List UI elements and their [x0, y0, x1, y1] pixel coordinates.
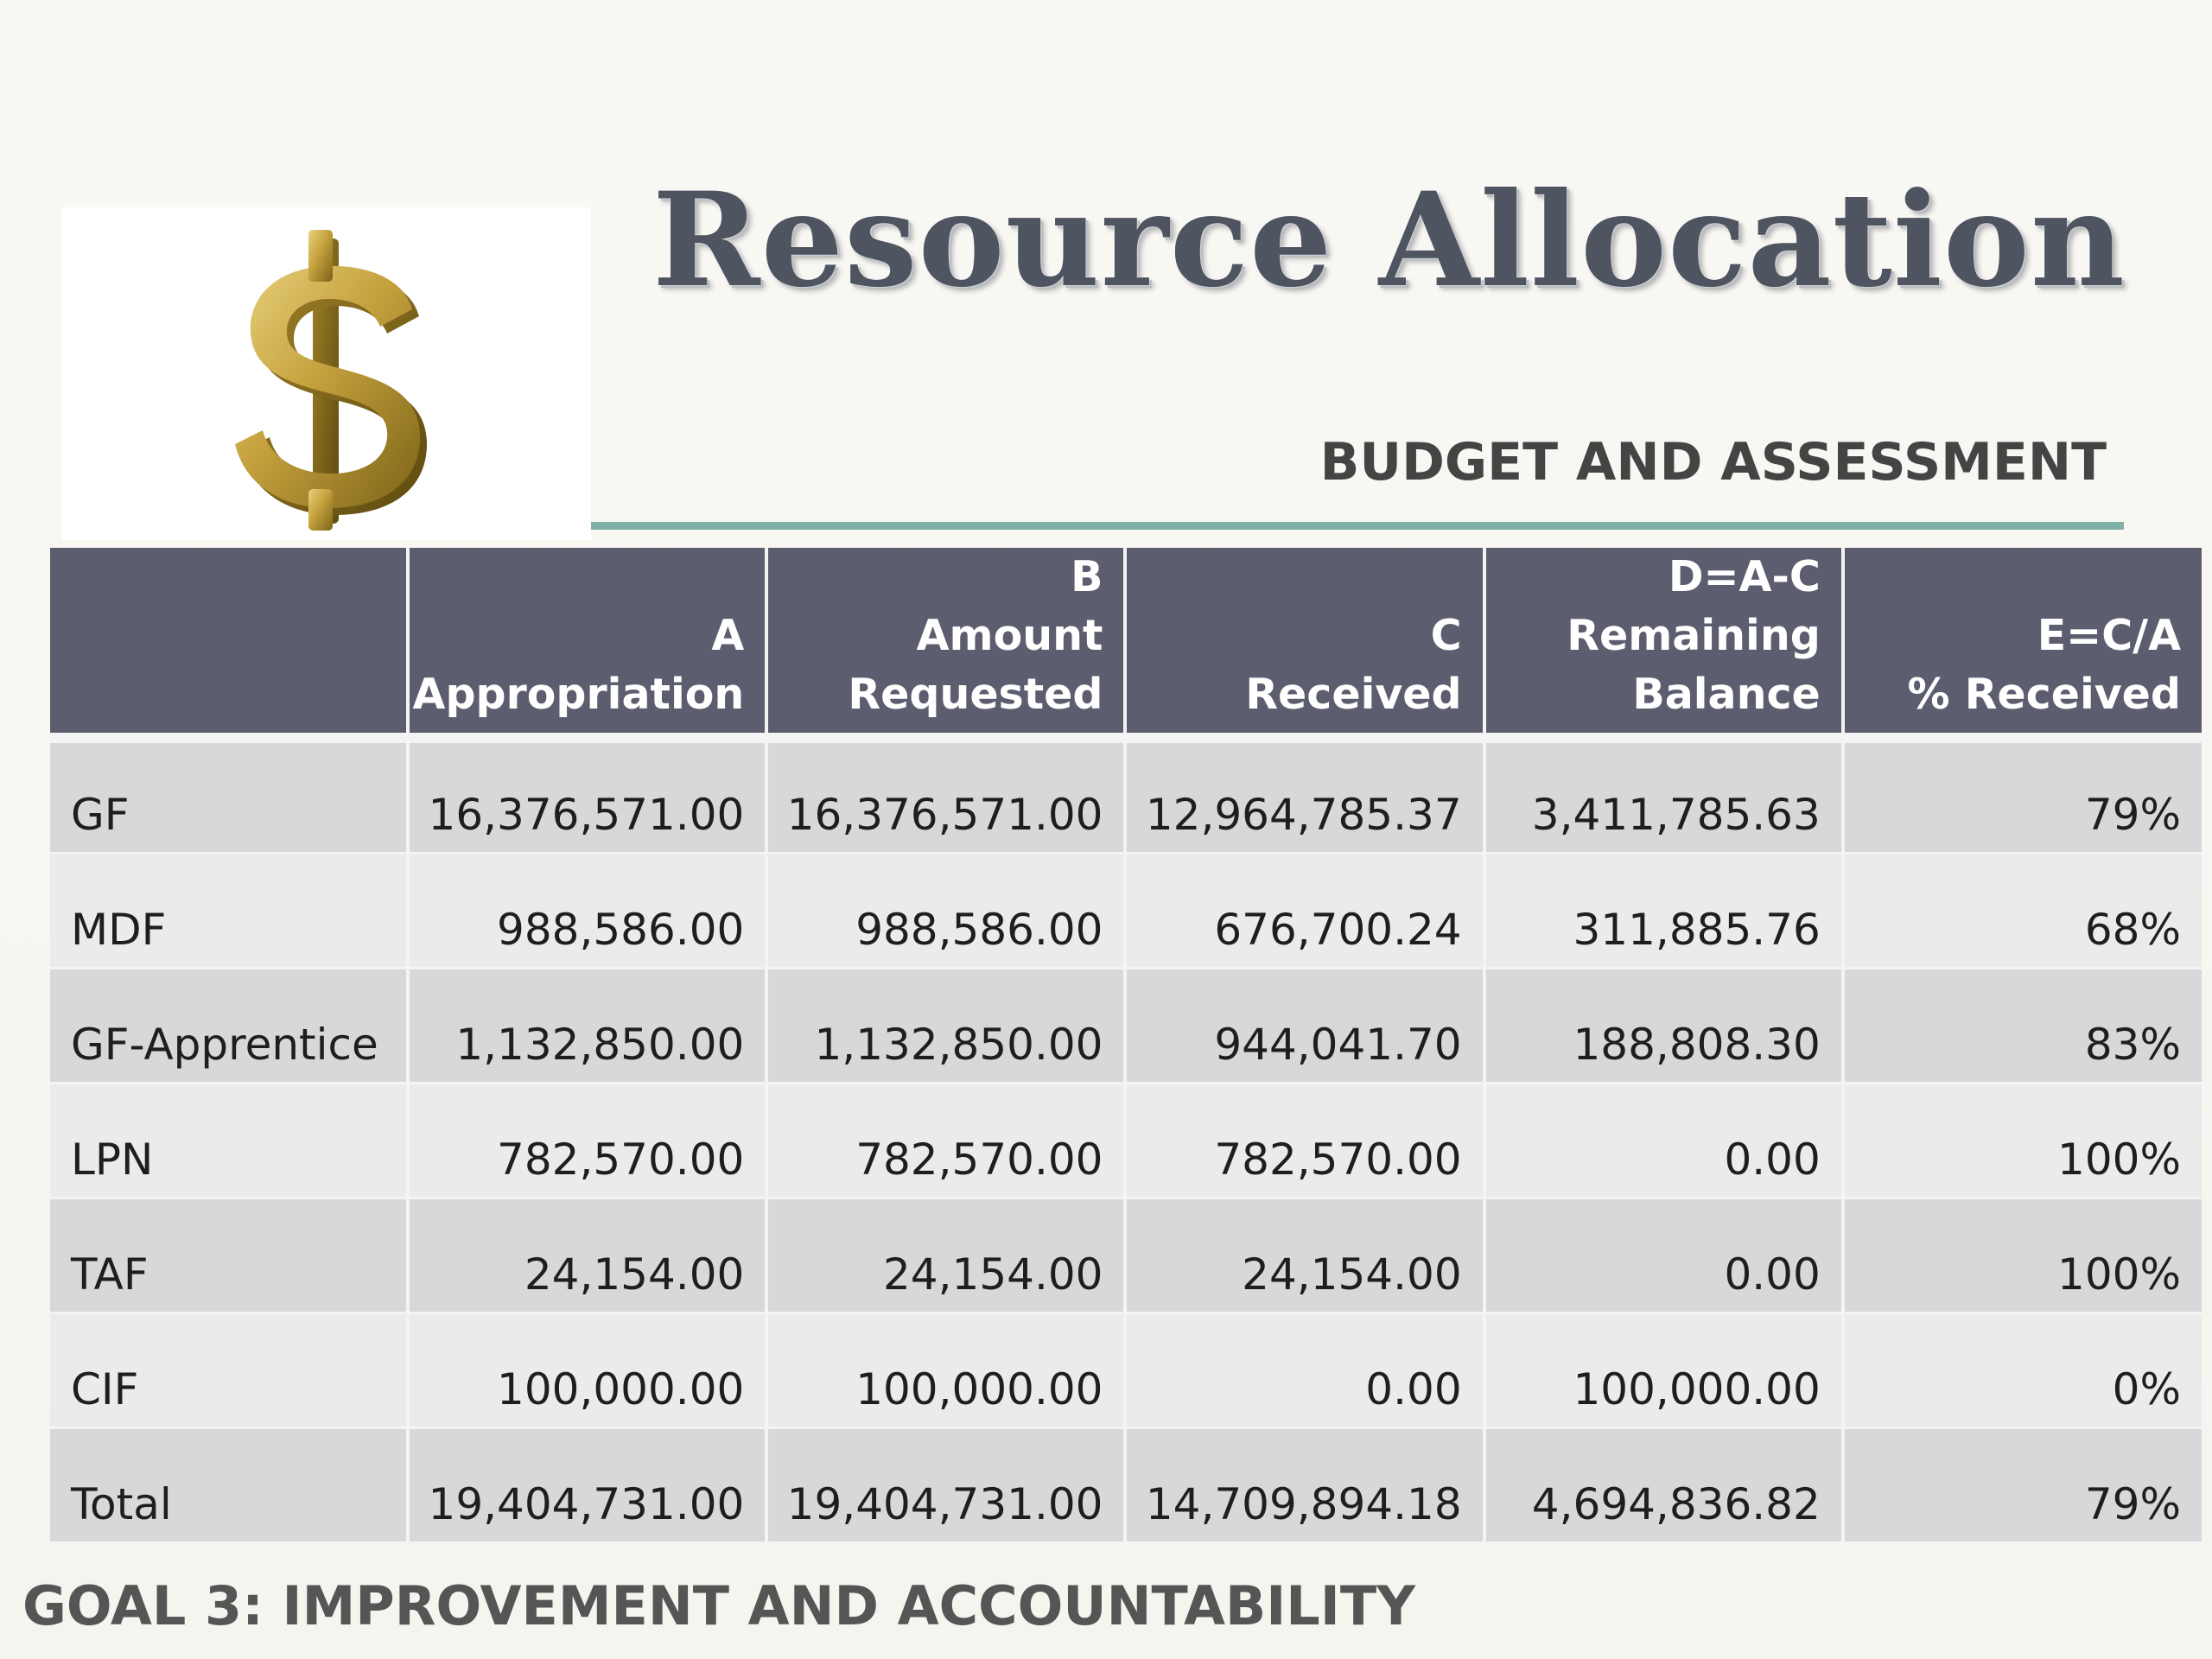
received-cell: 14,709,894.18 — [1123, 1427, 1484, 1544]
remaining-balance-cell: 4,694,836.82 — [1482, 1427, 1843, 1544]
appropriation-cell: 16,376,571.00 — [406, 738, 767, 855]
remaining-balance-cell: 3,411,785.63 — [1482, 738, 1843, 855]
header-line: Amount — [916, 611, 1103, 660]
percent-received-cell: 100% — [1840, 1198, 2202, 1314]
table-row: TAF 24,154.00 24,154.00 24,154.00 0.00 1… — [50, 1198, 2202, 1314]
header-line: E=C/A — [2037, 611, 2181, 660]
header-cell-appropriation: A Appropriation — [406, 548, 767, 743]
header-cell-remaining-balance: D=A-C Remaining Balance — [1482, 548, 1843, 743]
remaining-balance-cell: 311,885.76 — [1482, 853, 1843, 969]
amount-requested-cell: 24,154.00 — [765, 1198, 1126, 1314]
received-cell: 24,154.00 — [1123, 1198, 1484, 1314]
remaining-balance-cell: 188,808.30 — [1482, 968, 1843, 1084]
budget-table: A Appropriation B Amount Requested C Rec… — [50, 548, 2202, 1544]
amount-requested-cell: 1,132,850.00 — [765, 968, 1126, 1084]
header-line: Appropriation — [412, 670, 745, 719]
row-label-cell: GF-Apprentice — [50, 968, 409, 1084]
amount-requested-cell: 782,570.00 — [765, 1083, 1126, 1199]
header-line: Remaining — [1567, 611, 1821, 660]
table-row: CIF 100,000.00 100,000.00 0.00 100,000.0… — [50, 1313, 2202, 1429]
header-cell-percent-received: E=C/A % Received — [1840, 548, 2202, 743]
amount-requested-cell: 16,376,571.00 — [765, 738, 1126, 855]
header-line: Requested — [848, 670, 1103, 719]
table-row: MDF 988,586.00 988,586.00 676,700.24 311… — [50, 853, 2202, 969]
amount-requested-cell: 988,586.00 — [765, 853, 1126, 969]
table-header-row: A Appropriation B Amount Requested C Rec… — [50, 548, 2202, 743]
header-cell-blank — [50, 548, 409, 743]
header-line: % Received — [1907, 670, 2181, 719]
appropriation-cell: 988,586.00 — [406, 853, 767, 969]
row-label-cell: GF — [50, 738, 409, 855]
table-row: LPN 782,570.00 782,570.00 782,570.00 0.0… — [50, 1083, 2202, 1199]
table-row: GF 16,376,571.00 16,376,571.00 12,964,78… — [50, 738, 2202, 855]
header-cell-amount-requested: B Amount Requested — [765, 548, 1126, 743]
header-line: Balance — [1632, 670, 1821, 719]
row-label-cell: TAF — [50, 1198, 409, 1314]
appropriation-cell: 100,000.00 — [406, 1313, 767, 1429]
percent-received-cell: 100% — [1840, 1083, 2202, 1199]
table-row: GF-Apprentice 1,132,850.00 1,132,850.00 … — [50, 968, 2202, 1084]
percent-received-cell: 79% — [1840, 1427, 2202, 1544]
header-line: C — [1430, 611, 1462, 660]
received-cell: 0.00 — [1123, 1313, 1484, 1429]
remaining-balance-cell: 0.00 — [1482, 1198, 1843, 1314]
percent-received-cell: 68% — [1840, 853, 2202, 969]
amount-requested-cell: 19,404,731.00 — [765, 1427, 1126, 1544]
header-line: B — [1071, 552, 1103, 601]
accent-divider — [591, 522, 2124, 530]
row-label-cell: LPN — [50, 1083, 409, 1199]
gold-dollar-sign-icon — [235, 230, 428, 531]
received-cell: 944,041.70 — [1123, 968, 1484, 1084]
appropriation-cell: 1,132,850.00 — [406, 968, 767, 1084]
received-cell: 782,570.00 — [1123, 1083, 1484, 1199]
percent-received-cell: 83% — [1840, 968, 2202, 1084]
row-label-cell: CIF — [50, 1313, 409, 1429]
header-cell-received: C Received — [1123, 548, 1484, 743]
received-cell: 676,700.24 — [1123, 853, 1484, 969]
amount-requested-cell: 100,000.00 — [765, 1313, 1126, 1429]
remaining-balance-cell: 100,000.00 — [1482, 1313, 1843, 1429]
header-line: A — [711, 611, 745, 660]
percent-received-cell: 0% — [1840, 1313, 2202, 1429]
table-row-total: Total 19,404,731.00 19,404,731.00 14,709… — [50, 1427, 2202, 1544]
dollar-logo — [62, 207, 591, 540]
percent-received-cell: 79% — [1840, 738, 2202, 855]
header-line: Received — [1245, 670, 1462, 719]
row-label-cell: MDF — [50, 853, 409, 969]
remaining-balance-cell: 0.00 — [1482, 1083, 1843, 1199]
row-label-cell: Total — [50, 1427, 409, 1544]
appropriation-cell: 782,570.00 — [406, 1083, 767, 1199]
goal-footer: GOAL 3: IMPROVEMENT AND ACCOUNTABILITY — [22, 1574, 1416, 1637]
appropriation-cell: 24,154.00 — [406, 1198, 767, 1314]
received-cell: 12,964,785.37 — [1123, 738, 1484, 855]
header-line: D=A-C — [1668, 552, 1821, 601]
slide-subtitle: BUDGET AND ASSESSMENT — [1319, 432, 2107, 493]
appropriation-cell: 19,404,731.00 — [406, 1427, 767, 1544]
slide-title: Resource Allocation — [652, 164, 2126, 316]
